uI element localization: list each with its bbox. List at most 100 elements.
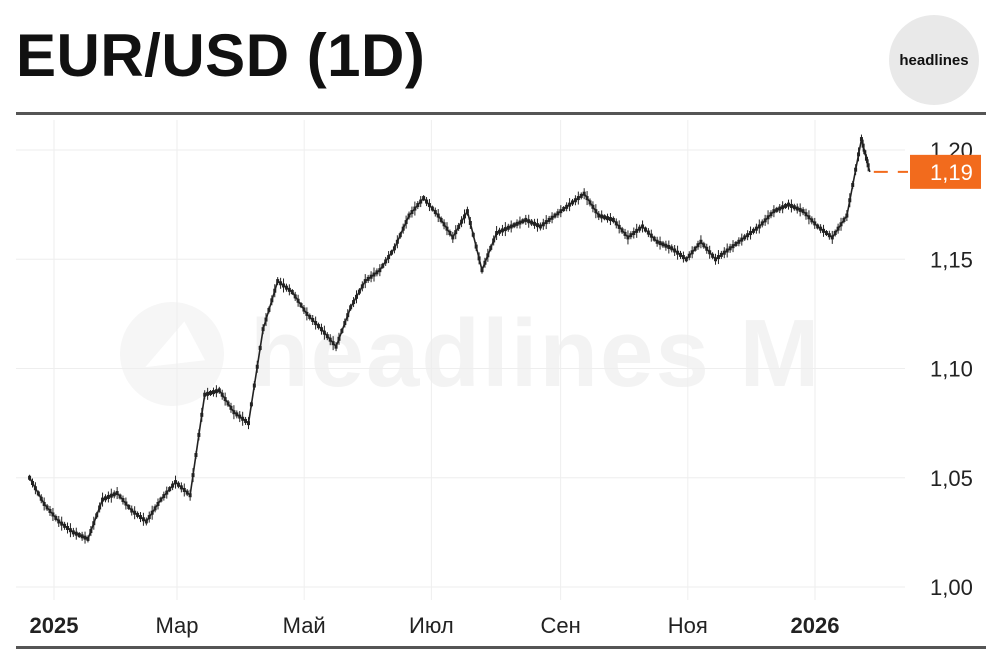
candle-body — [270, 298, 274, 303]
candle-body — [325, 334, 329, 339]
candle-body — [220, 392, 224, 397]
candle-body — [795, 206, 799, 211]
candle-body — [760, 221, 764, 226]
candle-body — [792, 205, 796, 210]
top-divider — [16, 112, 986, 115]
candle-body — [314, 321, 318, 326]
candle-body — [109, 493, 113, 498]
candle-body — [861, 143, 865, 148]
candle-body — [427, 203, 431, 208]
candle-body — [150, 510, 154, 515]
telegram-icon — [120, 302, 224, 406]
candle-body — [527, 219, 531, 224]
candle-body — [430, 206, 434, 211]
candle-body — [92, 521, 96, 526]
candle-body — [232, 410, 236, 415]
candle-body — [168, 487, 172, 492]
candle-body — [141, 517, 145, 522]
candle-body — [229, 405, 233, 410]
candle-body — [740, 237, 744, 242]
candle-body — [495, 231, 499, 236]
candle-body — [623, 231, 627, 236]
candle-body — [317, 324, 321, 329]
candle-body — [282, 283, 286, 288]
candle-body — [781, 205, 785, 210]
candle-body — [357, 289, 361, 294]
candle-body — [716, 255, 720, 260]
candle-body — [754, 226, 758, 231]
candle-body — [425, 199, 429, 204]
candle-body — [585, 196, 589, 201]
candle-body — [182, 487, 186, 492]
candle-body — [162, 494, 166, 499]
candle-body — [769, 212, 773, 217]
candle-body — [445, 226, 449, 231]
candle-body — [737, 239, 741, 244]
candle-body — [258, 345, 262, 350]
candle-body — [842, 217, 846, 222]
candle-body — [392, 246, 396, 251]
candle-body — [547, 217, 551, 222]
candle-body — [711, 253, 715, 258]
candle-body — [413, 206, 417, 211]
candle-body — [626, 235, 630, 240]
x-tick-label: Сен — [540, 613, 580, 638]
candle-body — [384, 259, 388, 264]
candle-body — [530, 220, 534, 225]
candle-body — [206, 391, 210, 396]
candle-body — [579, 193, 583, 198]
candle-body — [200, 412, 204, 417]
candle-body — [830, 235, 834, 240]
candle-body — [708, 250, 712, 255]
candle-body — [819, 226, 823, 231]
candle-body — [684, 257, 688, 262]
candle-body — [693, 246, 697, 251]
candle-body — [211, 390, 215, 395]
candle-body — [451, 235, 455, 240]
candle-body — [632, 231, 636, 236]
candle-body — [521, 219, 525, 224]
candle-body — [655, 239, 659, 244]
x-tick-label: Ноя — [668, 613, 708, 638]
candle-body — [725, 248, 729, 253]
candle-body — [328, 337, 332, 342]
candle-body — [789, 203, 793, 208]
candle-body — [68, 528, 72, 533]
candle-body — [696, 243, 700, 248]
candle-body — [226, 401, 230, 406]
candle-body — [398, 233, 402, 238]
candle-body — [214, 389, 218, 394]
candle-body — [535, 223, 539, 228]
candle-body — [863, 150, 867, 155]
candle-body — [804, 212, 808, 217]
candle-body — [667, 245, 671, 250]
candle-body — [71, 530, 75, 535]
candle-body — [422, 196, 426, 201]
candle-body — [565, 204, 569, 209]
candle-body — [57, 519, 61, 524]
y-tick-label: 1,15 — [930, 247, 973, 272]
candle-body — [480, 268, 484, 273]
candle-body — [121, 498, 125, 503]
candle-body — [366, 276, 370, 281]
candle-body — [746, 233, 750, 238]
candle-body — [48, 508, 52, 513]
candle-body — [346, 313, 350, 318]
candle-body — [506, 225, 510, 230]
candle-body — [457, 224, 461, 229]
x-tick-label: 2025 — [30, 613, 79, 638]
candle-body — [60, 521, 64, 526]
bottom-divider — [16, 646, 986, 649]
candle-body — [290, 290, 294, 295]
candle-body — [786, 202, 790, 207]
candle-body — [483, 260, 487, 265]
candle-body — [86, 536, 90, 541]
candle-body — [582, 191, 586, 196]
candle-body — [296, 298, 300, 303]
candle-body — [638, 226, 642, 231]
candle-body — [337, 336, 341, 341]
logo: headlines — [889, 15, 979, 105]
candle-body — [836, 226, 840, 231]
candle-body — [436, 213, 440, 218]
candle-body — [813, 221, 817, 226]
